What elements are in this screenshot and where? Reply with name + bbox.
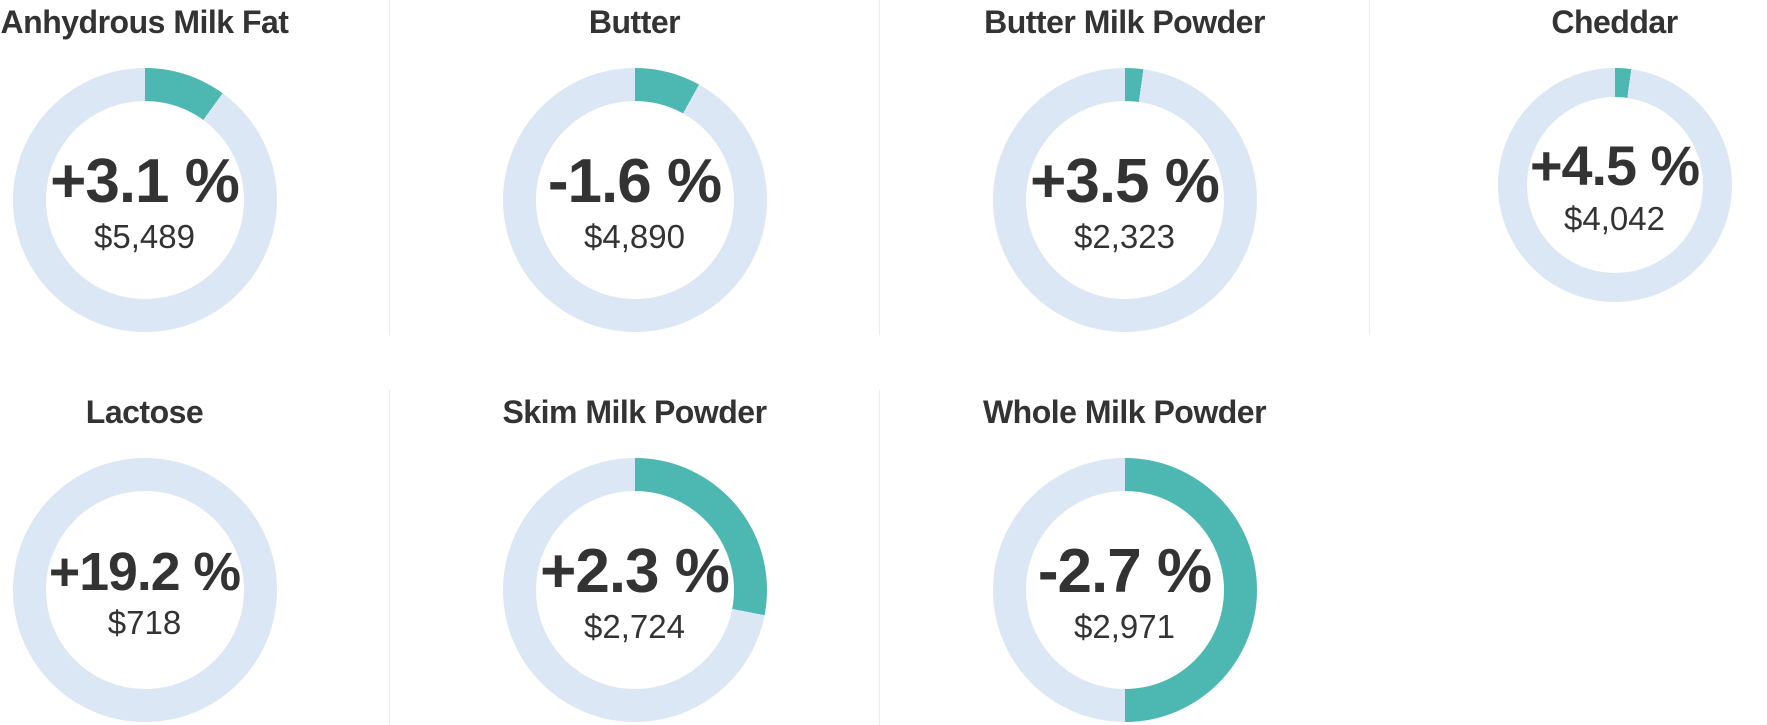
change-percent: +2.3 % [540,537,730,607]
donut-center: +2.3 % $2,724 [535,491,734,689]
chart-card-cheddar: Cheddar +4.5 % $4,042 [1370,0,1767,335]
chart-title: Lactose [85,394,204,430]
donut-chart: -1.6 % $4,890 [502,68,767,332]
chart-row-bottom: Lactose +19.2 % $718 Skim Milk Powder +2… [0,390,1767,725]
average-price: $2,323 [1074,218,1175,256]
average-price: $4,890 [584,218,685,256]
average-price: $2,724 [584,608,685,646]
chart-title: Butter Milk Powder [984,4,1265,40]
change-percent: -1.6 % [547,147,722,217]
chart-title: Whole Milk Powder [982,394,1267,430]
donut-center: +3.5 % $2,323 [1025,101,1224,299]
donut-center: -2.7 % $2,971 [1025,491,1224,689]
chart-card-whole-milk-powder: Whole Milk Powder -2.7 % $2,971 [880,390,1369,725]
change-percent: +19.2 % [48,541,241,602]
donut-chart: +3.5 % $2,323 [992,68,1257,332]
average-price: $5,489 [94,218,195,256]
empty-cell [1369,390,1767,725]
change-percent: +4.5 % [1529,135,1700,198]
donut-wrap: +3.5 % $2,323 [880,68,1369,332]
donut-chart: +4.5 % $4,042 [1497,68,1732,302]
average-price: $718 [107,604,182,642]
donut-chart: -2.7 % $2,971 [992,458,1257,722]
donut-center: +4.5 % $4,042 [1526,97,1703,273]
chart-title: Skim Milk Powder [502,394,767,430]
chart-title: Butter [588,4,681,40]
donut-center: +3.1 % $5,489 [45,101,244,299]
chart-card-anhydrous-milk-fat: Anhydrous Milk Fat +3.1 % $5,489 [0,0,390,335]
donut-center: +19.2 % $718 [45,491,244,689]
chart-card-butter: Butter -1.6 % $4,890 [390,0,880,335]
donut-chart: +2.3 % $2,724 [502,458,767,722]
donut-wrap: +3.1 % $5,489 [0,68,389,332]
average-price: $2,971 [1074,608,1175,646]
donut-chart: +19.2 % $718 [12,458,277,722]
donut-center: -1.6 % $4,890 [535,101,734,299]
chart-title: Cheddar [1551,4,1678,40]
chart-title: Anhydrous Milk Fat [0,4,289,40]
donut-wrap: +2.3 % $2,724 [390,458,879,722]
chart-card-skim-milk-powder: Skim Milk Powder +2.3 % $2,724 [390,390,880,725]
donut-chart: +3.1 % $5,489 [12,68,277,332]
change-percent: +3.5 % [1030,147,1220,217]
chart-card-lactose: Lactose +19.2 % $718 [0,390,390,725]
row-gap [0,335,1767,390]
donut-wrap: -1.6 % $4,890 [390,68,879,332]
donut-wrap: +4.5 % $4,042 [1370,68,1767,302]
change-percent: -2.7 % [1037,537,1212,607]
donut-wrap: +19.2 % $718 [0,458,389,722]
change-percent: +3.1 % [50,147,240,217]
donut-wrap: -2.7 % $2,971 [880,458,1369,722]
average-price: $4,042 [1564,200,1665,238]
chart-row-top: Anhydrous Milk Fat +3.1 % $5,489 Butter … [0,0,1767,335]
chart-card-butter-milk-powder: Butter Milk Powder +3.5 % $2,323 [880,0,1370,335]
